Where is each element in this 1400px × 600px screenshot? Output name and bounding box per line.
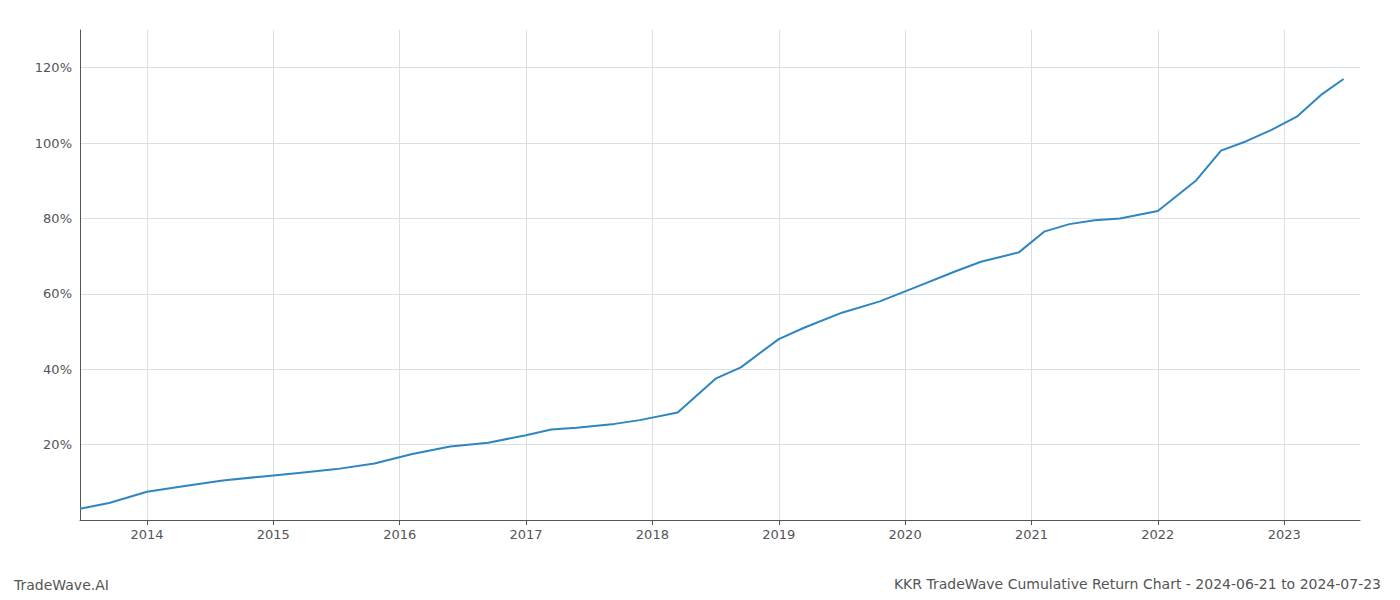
svg-text:2023: 2023 [1268,527,1301,542]
svg-text:40%: 40% [43,362,72,377]
svg-text:2015: 2015 [257,527,290,542]
svg-text:TradeWave.AI: TradeWave.AI [13,577,109,593]
svg-text:2014: 2014 [130,527,163,542]
svg-text:2017: 2017 [509,527,542,542]
svg-text:20%: 20% [43,437,72,452]
svg-text:2020: 2020 [889,527,922,542]
svg-text:120%: 120% [35,60,72,75]
svg-text:60%: 60% [43,286,72,301]
svg-text:80%: 80% [43,211,72,226]
svg-text:2018: 2018 [636,527,669,542]
svg-text:2019: 2019 [762,527,795,542]
svg-text:100%: 100% [35,136,72,151]
svg-text:KKR TradeWave Cumulative Retur: KKR TradeWave Cumulative Return Chart - … [894,576,1381,592]
svg-text:2016: 2016 [383,527,416,542]
svg-text:2022: 2022 [1141,527,1174,542]
svg-text:2021: 2021 [1015,527,1048,542]
